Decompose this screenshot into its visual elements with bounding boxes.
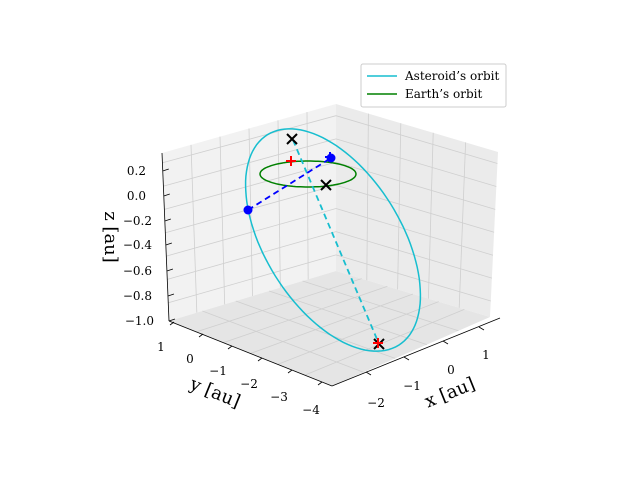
position-line-dashed	[247, 157, 332, 211]
grid-line	[302, 280, 459, 332]
grid-line	[335, 254, 491, 302]
legend-box	[360, 63, 507, 108]
grid-line	[335, 208, 494, 256]
grid-line	[335, 115, 498, 164]
grid-line	[335, 161, 496, 210]
legend-label-earth: Earth’s orbit	[405, 87, 482, 101]
cross-marker-top	[286, 133, 298, 145]
grid-line	[306, 112, 309, 280]
blue-plus-marker	[325, 152, 335, 162]
z-tick-label: 0.2	[127, 164, 146, 178]
x-tick-label: 1	[482, 348, 490, 362]
z-tick-label: −0.2	[123, 214, 152, 228]
asteroid-orbit-line	[244, 128, 422, 352]
tick-mark	[198, 333, 204, 338]
markers	[243, 133, 385, 350]
cross-marker-node	[320, 179, 332, 191]
z-tick-label: −1.0	[125, 314, 154, 328]
tick-mark	[403, 356, 410, 361]
z-axis-label: z [au]	[100, 211, 121, 263]
tick-mark	[442, 340, 449, 345]
x-tick-label: −1	[403, 379, 421, 393]
x-tick-label: 0	[447, 363, 455, 377]
tick-mark	[317, 381, 323, 386]
legend: Asteroid’s orbit Earth’s orbit	[360, 63, 507, 108]
x-axis-line	[331, 317, 501, 387]
tick-mark	[166, 268, 174, 272]
tick-mark	[163, 193, 170, 197]
y-axis-line	[168, 320, 333, 387]
grid-line	[335, 138, 497, 187]
tick-mark	[165, 242, 172, 246]
grid-line	[335, 184, 495, 233]
tick-mark	[164, 218, 171, 222]
tick-mark	[168, 318, 176, 322]
x-axis-label: x [au]	[422, 373, 478, 412]
legend-label-asteroid: Asteroid’s orbit	[404, 69, 499, 83]
x-tick-labels: −2 −1 0 1	[367, 348, 490, 410]
z-tick-labels: 0.2 0.0 −0.2 −0.4 −0.6 −0.8 −1.0	[123, 164, 154, 328]
plot-series	[244, 128, 422, 352]
tick-mark	[365, 371, 372, 376]
grid-line	[190, 144, 198, 313]
y-axis-label: y [au]	[186, 373, 243, 412]
z-axis-line	[161, 152, 170, 322]
tick-mark	[169, 321, 175, 326]
asteroid-position-dot	[243, 205, 253, 215]
pane-back-right	[336, 104, 498, 317]
grid-line	[304, 308, 465, 376]
z-tick-label: −0.6	[123, 264, 152, 278]
y-tick-label: −2	[240, 377, 258, 391]
red-plus-marker	[286, 156, 296, 166]
y-tick-label: −3	[270, 390, 288, 404]
y-tick-label: 0	[186, 352, 194, 366]
axis-lines	[161, 152, 501, 387]
grid-line	[235, 300, 396, 359]
grid-line	[250, 293, 414, 354]
grid-line	[366, 113, 369, 281]
tick-mark	[162, 168, 169, 172]
grid-line	[428, 132, 434, 299]
node-line-dashed	[292, 139, 380, 345]
tick-mark	[478, 326, 485, 331]
grid-line	[202, 310, 364, 373]
tick-mark	[287, 369, 293, 374]
grid-line	[269, 290, 427, 345]
pane-floor	[169, 271, 490, 386]
z-tick-label: −0.8	[123, 289, 152, 303]
x-tick-label: −2	[367, 396, 385, 410]
grid-line	[277, 120, 281, 288]
tick-marks	[162, 168, 485, 386]
y-tick-label: −1	[209, 364, 227, 378]
axes-panes	[162, 104, 498, 386]
z-tick-label: −0.4	[123, 238, 153, 252]
y-tick-labels: 1 0 −1 −2 −3 −4	[157, 340, 320, 417]
grid-line	[196, 278, 362, 333]
tick-mark	[167, 293, 175, 297]
red-plus-marker-bottom	[373, 338, 383, 348]
z-tick-label: 0.0	[127, 189, 146, 203]
grid-line	[397, 123, 402, 290]
grid-line	[277, 301, 439, 365]
y-tick-label: 1	[157, 340, 165, 354]
tick-mark	[257, 357, 263, 362]
grid-line	[219, 136, 226, 305]
tick-mark	[227, 345, 233, 350]
y-tick-label: −4	[302, 403, 320, 417]
grid-line	[458, 142, 466, 308]
earth-orbit-line	[259, 160, 357, 188]
